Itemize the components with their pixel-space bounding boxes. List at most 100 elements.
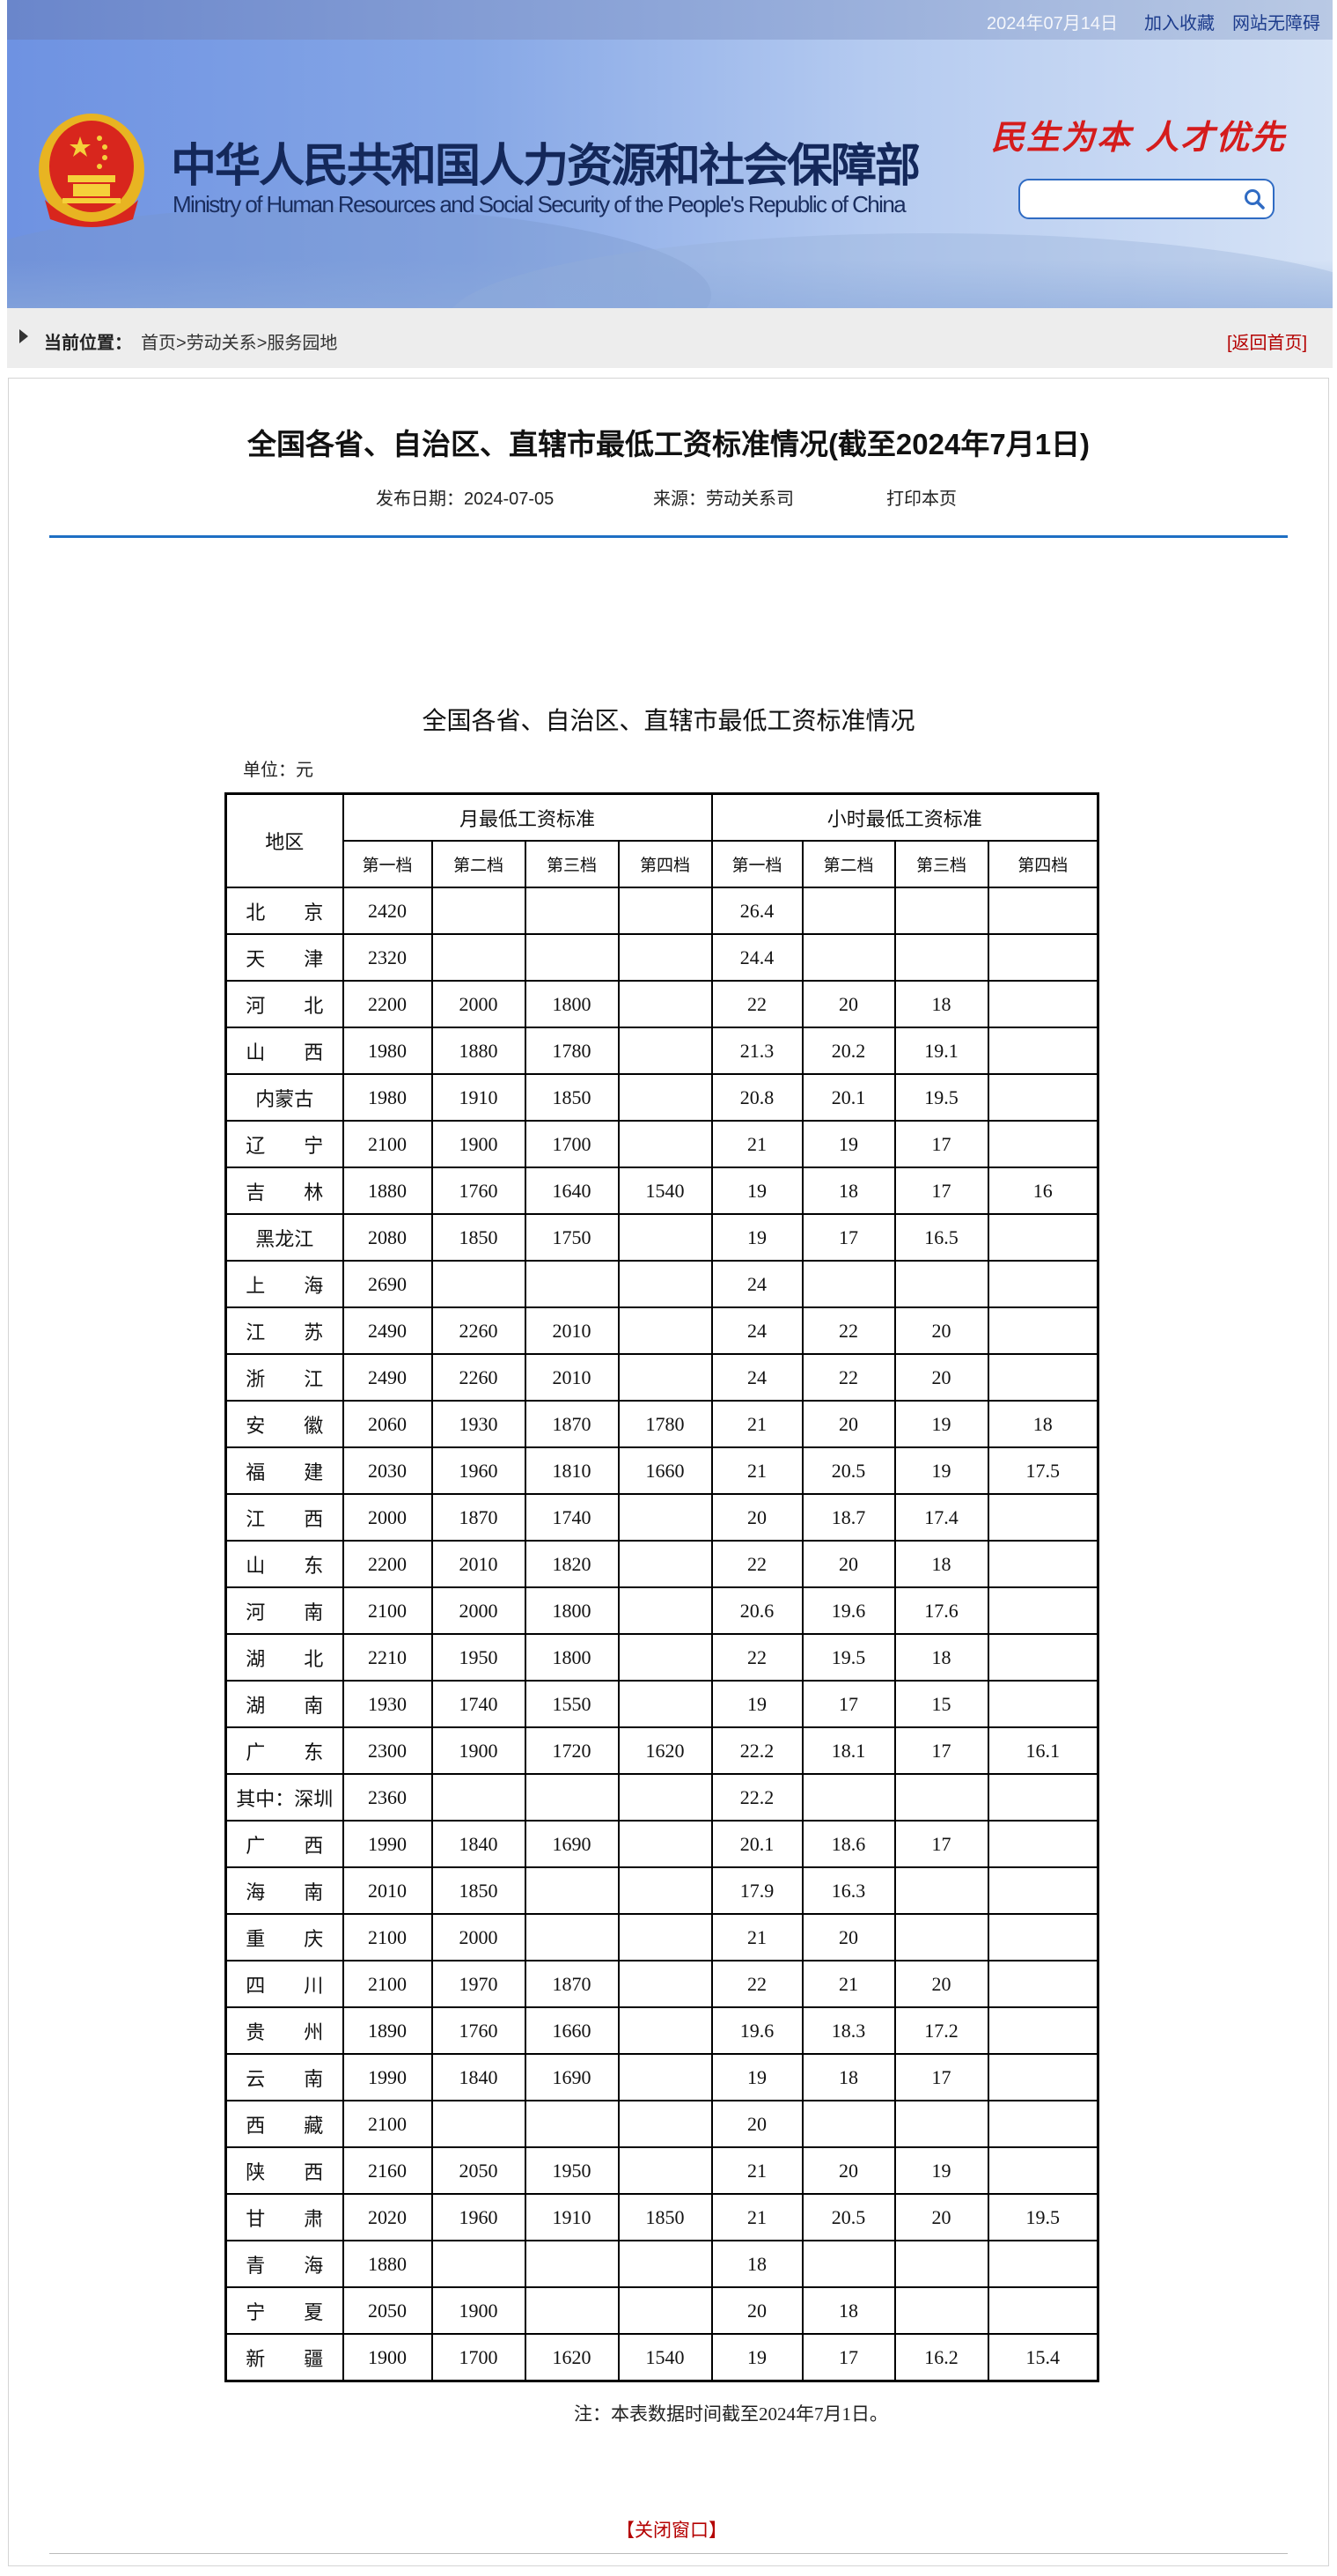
region-cell: 甘 肃 — [224, 2193, 344, 2241]
monthly-tier-2-cell — [430, 2100, 526, 2148]
hourly-tier-2-cell: 20.5 — [801, 2193, 896, 2241]
monthly-tier-2-cell: 1900 — [430, 1120, 526, 1168]
monthly-tier-4-cell — [617, 2053, 713, 2101]
monthly-tier-3-cell: 1620 — [524, 2333, 620, 2382]
region-cell: 湖 南 — [224, 1680, 344, 1728]
monthly-tier-1-cell: 2100 — [342, 1960, 433, 2008]
hourly-tier-2-cell — [801, 887, 896, 935]
breadcrumb-service[interactable]: 服务园地 — [267, 334, 338, 353]
monthly-tier-4-cell — [617, 2146, 713, 2195]
table-row: 黑龙江 2080 1850 1750 19 17 16.5 — [224, 1213, 1099, 1262]
monthly-tier-4-cell — [617, 1540, 713, 1588]
monthly-tier-1-cell: 1930 — [342, 1680, 433, 1728]
add-favorite-link[interactable]: 加入收藏 — [1144, 14, 1215, 33]
region-cell: 西 藏 — [224, 2100, 344, 2148]
monthly-tier-3-cell: 1910 — [524, 2193, 620, 2241]
table-row: 浙 江 2490 2260 2010 24 22 20 — [224, 1353, 1099, 1402]
hourly-tier-2-cell: 18.6 — [801, 1820, 896, 1868]
monthly-tier-2-cell: 1880 — [430, 1027, 526, 1075]
breadcrumb-home[interactable]: 首页 — [141, 334, 176, 353]
region-cell: 广 西 — [224, 1820, 344, 1868]
close-window-link[interactable]: 【关闭窗口】 — [616, 2521, 727, 2541]
bottom-divider — [49, 2553, 1288, 2554]
search-input[interactable] — [1031, 188, 1228, 212]
hourly-tier-4-cell — [987, 1960, 1099, 2008]
triangle-right-icon — [19, 329, 28, 343]
monthly-tier-3-cell — [524, 887, 620, 935]
hourly-tier-1-cell: 21 — [710, 2146, 804, 2195]
monthly-tier-1-cell: 2080 — [342, 1213, 433, 1262]
region-cell: 新 疆 — [224, 2333, 344, 2382]
monthly-tier-3-cell: 2010 — [524, 1306, 620, 1355]
hourly-tier-3-cell: 16.2 — [893, 2333, 989, 2382]
monthly-tier-1-cell: 2020 — [342, 2193, 433, 2241]
hourly-tier-3-cell: 18 — [893, 1540, 989, 1588]
monthly-tier-4-cell: 1780 — [617, 1400, 713, 1448]
print-page-link[interactable]: 打印本页 — [886, 489, 957, 509]
hourly-tier-4-cell: 15.4 — [987, 2333, 1099, 2382]
monthly-tier-2-cell: 2050 — [430, 2146, 526, 2195]
table-row: 宁 夏 2050 1900 20 18 — [224, 2286, 1099, 2335]
back-home-link[interactable]: [返回首页] — [1227, 334, 1308, 353]
table-row: 上 海 2690 24 — [224, 1260, 1099, 1308]
monthly-tier-3-cell: 1640 — [524, 1167, 620, 1215]
hourly-tier-1-cell: 19 — [710, 2333, 804, 2382]
search-icon[interactable] — [1243, 188, 1266, 210]
hourly-tier-4-cell: 16.1 — [987, 1726, 1099, 1775]
site-banner: 中华人民共和国人力资源和社会保障部 Ministry of Human Reso… — [7, 40, 1333, 308]
table-row: 重 庆 2100 2000 21 20 — [224, 1913, 1099, 1961]
monthly-tier-1-cell: 2060 — [342, 1400, 433, 1448]
monthly-tier-1-cell: 2050 — [342, 2286, 433, 2335]
divider — [49, 535, 1288, 538]
minimum-wage-table: 地区 月最低工资标准 小时最低工资标准 第一档 第二档 第三档 第四档 第一档 第二档 第三… — [224, 792, 1099, 2382]
monthly-tier-4-cell — [617, 1120, 713, 1168]
hourly-tier-2-cell: 20.5 — [801, 1446, 896, 1495]
hourly-tier-4-cell — [987, 1866, 1099, 1915]
monthly-tier-1-cell: 2210 — [342, 1633, 433, 1682]
monthly-tier-3-cell: 1950 — [524, 2146, 620, 2195]
monthly-tier-1-cell: 2030 — [342, 1446, 433, 1495]
region-cell: 河 北 — [224, 980, 344, 1028]
accessibility-link[interactable]: 网站无障碍 — [1232, 14, 1320, 33]
hourly-tier-1-cell: 20 — [710, 2286, 804, 2335]
hourly-tier-3-cell: 17.4 — [893, 1493, 989, 1542]
monthly-tier-1-cell: 2300 — [342, 1726, 433, 1775]
hourly-tier-1-cell: 20.1 — [710, 1820, 804, 1868]
hourly-tier-1-cell: 20 — [710, 2100, 804, 2148]
breadcrumb-labor-relations[interactable]: 劳动关系 — [186, 334, 257, 353]
monthly-tier-1-cell: 2200 — [342, 980, 433, 1028]
monthly-tier-1-cell: 2160 — [342, 2146, 433, 2195]
table-row: 广 西 1990 1840 1690 20.1 18.6 17 — [224, 1820, 1099, 1868]
hourly-tier-2-cell: 20.1 — [801, 1073, 896, 1122]
hourly-tier-4-cell — [987, 2240, 1099, 2288]
hourly-tier-4-cell: 18 — [987, 1400, 1099, 1448]
monthly-tier-3-cell: 1740 — [524, 1493, 620, 1542]
hourly-tier-3-cell — [893, 2240, 989, 2288]
monthly-tier-2-cell: 2000 — [430, 1913, 526, 1961]
monthly-tier-3-cell: 1800 — [524, 980, 620, 1028]
hourly-tier-2-cell: 18.7 — [801, 1493, 896, 1542]
search-box — [1018, 179, 1275, 219]
hourly-tier-3-cell: 19 — [893, 1446, 989, 1495]
hourly-tier-2-cell: 22 — [801, 1353, 896, 1402]
hourly-tier-2-cell — [801, 2100, 896, 2148]
region-cell: 天 津 — [224, 933, 344, 982]
table-row: 山 西 1980 1880 1780 21.3 20.2 19.1 — [224, 1027, 1099, 1075]
hourly-tier-4-cell: 19.5 — [987, 2193, 1099, 2241]
monthly-tier-1-cell: 2320 — [342, 933, 433, 982]
monthly-tier-2-cell: 2260 — [430, 1353, 526, 1402]
monthly-tier-3-cell — [524, 1773, 620, 1822]
hourly-tier-4-cell — [987, 980, 1099, 1028]
monthly-tier-3-cell: 1810 — [524, 1446, 620, 1495]
hourly-tier-4-cell — [987, 1773, 1099, 1822]
hourly-tier-1-cell: 22.2 — [710, 1773, 804, 1822]
region-cell: 浙 江 — [224, 1353, 344, 1402]
hourly-tier-1-cell: 24.4 — [710, 933, 804, 982]
monthly-tier-2-cell: 1930 — [430, 1400, 526, 1448]
monthly-tier-4-header: 第四档 — [617, 840, 713, 888]
hourly-tier-2-cell: 18.1 — [801, 1726, 896, 1775]
monthly-tier-4-cell — [617, 1773, 713, 1822]
table-row: 新 疆 1900 1700 1620 1540 19 17 16.2 15.4 — [224, 2333, 1099, 2382]
region-cell: 安 徽 — [224, 1400, 344, 1448]
monthly-tier-2-cell: 1870 — [430, 1493, 526, 1542]
